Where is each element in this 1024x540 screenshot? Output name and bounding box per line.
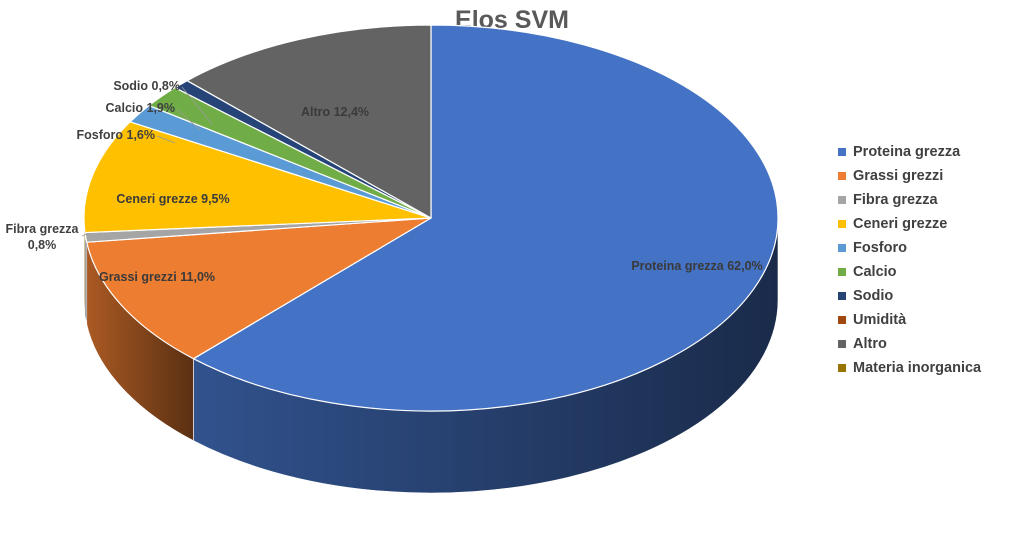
leader-line-fosforo (156, 135, 176, 144)
legend-swatch (838, 268, 846, 276)
legend-item-fibra-grezza[interactable]: Fibra grezza (838, 188, 981, 212)
leader-line-fibra-grezza (81, 233, 88, 237)
data-label-grassi-grezzi: Grassi grezzi 11,0% (99, 270, 215, 284)
data-label-calcio: Calcio 1,9% (106, 101, 175, 115)
pie-slice-proteina-grezza[interactable] (192, 24, 779, 412)
data-label-sodio: Sodio 0,8% (113, 79, 180, 93)
legend: Proteina grezza Grassi grezzi Fibra grezza… (838, 140, 981, 380)
legend-item-grassi-grezzi[interactable]: Grassi grezzi (838, 164, 981, 188)
legend-swatch (838, 148, 846, 156)
data-labels: Proteina grezza 62,0% Grassi grezzi 11,0%… (6, 79, 763, 284)
legend-label: Materia inorganica (853, 360, 982, 376)
legend-item-materia-inorganica[interactable]: Materia inorganica (838, 356, 981, 380)
data-label-fibra-grezza: Fibra grezza 0,8% (6, 222, 80, 252)
legend-label: Calcio (853, 264, 897, 280)
legend-item-sodio[interactable]: Sodio (838, 284, 981, 308)
legend-item-fosforo[interactable]: Fosforo (838, 236, 981, 260)
data-label-fosforo: Fosforo 1,6% (77, 128, 156, 142)
legend-item-umidita[interactable]: Umidità (838, 308, 981, 332)
legend-label: Ceneri grezze (853, 216, 948, 232)
legend-item-ceneri-grezze[interactable]: Ceneri grezze (838, 212, 981, 236)
data-label-ceneri-grezze: Ceneri grezze 9,5% (116, 192, 229, 206)
legend-label: Fibra grezza (853, 192, 938, 208)
legend-swatch (838, 340, 846, 348)
leader-line-calcio (176, 108, 201, 131)
legend-item-calcio[interactable]: Calcio (838, 260, 981, 284)
data-label-proteina-grezza: Proteina grezza 62,0% (631, 259, 762, 273)
legend-swatch (838, 196, 846, 204)
pie-slice-grassi-grezzi[interactable] (86, 217, 432, 360)
legend-label: Grassi grezzi (853, 168, 944, 184)
legend-item-proteina-grezza[interactable]: Proteina grezza (838, 140, 981, 164)
legend-label: Sodio (853, 288, 894, 304)
legend-swatch (838, 316, 846, 324)
legend-swatch (838, 220, 846, 228)
pie-slice-ceneri-grezze[interactable] (83, 121, 432, 234)
legend-label: Umidità (853, 312, 907, 328)
pie-top (83, 24, 779, 412)
legend-item-altro[interactable]: Altro (838, 332, 981, 356)
pie-slice-altro[interactable] (186, 24, 432, 219)
legend-label: Proteina grezza (853, 144, 961, 160)
leader-line-sodio (181, 86, 213, 125)
legend-label: Fosforo (853, 240, 907, 256)
legend-swatch (838, 244, 846, 252)
legend-swatch (838, 364, 846, 372)
legend-label: Altro (853, 336, 887, 352)
legend-swatch (838, 172, 846, 180)
legend-swatch (838, 292, 846, 300)
data-label-altro: Altro 12,4% (301, 105, 369, 119)
